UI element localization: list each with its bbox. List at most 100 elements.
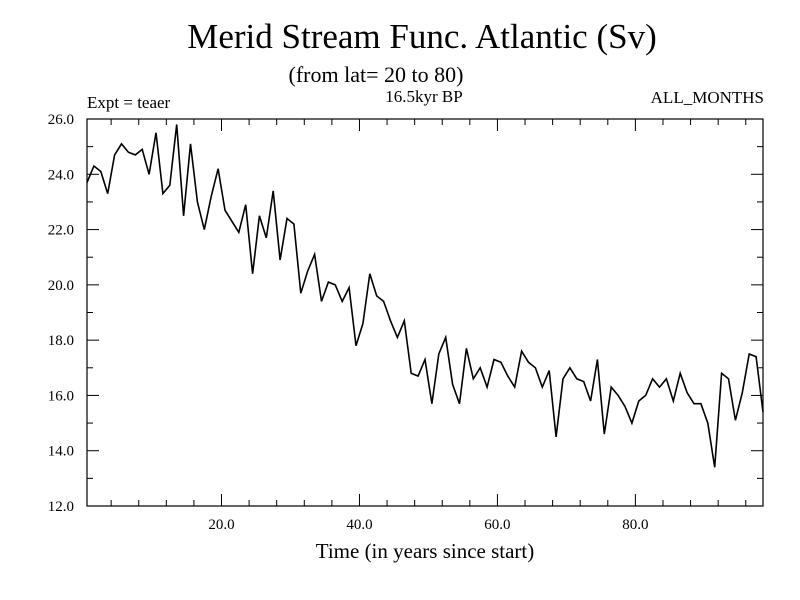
data-point: [113, 154, 115, 156]
data-point: [500, 361, 502, 363]
y-tick-label: 22.0: [48, 223, 74, 239]
period-label: 16.5kyr BP: [385, 87, 462, 106]
data-point: [107, 192, 109, 194]
data-point: [162, 192, 164, 194]
data-point: [238, 231, 240, 233]
data-point: [486, 386, 488, 388]
data-point: [658, 386, 660, 388]
data-point: [286, 217, 288, 219]
data-point: [141, 148, 143, 150]
data-point: [272, 190, 274, 192]
data-point: [569, 367, 571, 369]
data-point: [583, 380, 585, 382]
data-point: [293, 223, 295, 225]
data-point: [203, 228, 205, 230]
data-point: [155, 132, 157, 134]
data-point: [334, 284, 336, 286]
data-point: [755, 356, 757, 358]
data-point: [176, 123, 178, 125]
data-point: [355, 345, 357, 347]
y-tick-label: 26.0: [48, 112, 74, 128]
data-point: [224, 209, 226, 211]
data-point: [182, 215, 184, 217]
data-point: [100, 170, 102, 172]
data-point: [686, 392, 688, 394]
data-point: [369, 273, 371, 275]
data-point: [527, 361, 529, 363]
data-point: [548, 369, 550, 371]
data-point: [541, 386, 543, 388]
data-point: [617, 394, 619, 396]
experiment-label: Expt = teaer: [87, 93, 171, 112]
data-point: [134, 154, 136, 156]
data-point: [210, 195, 212, 197]
data-point: [507, 375, 509, 377]
data-point: [120, 143, 122, 145]
data-point: [465, 347, 467, 349]
data-point: [458, 403, 460, 405]
y-tick-label: 20.0: [48, 278, 74, 294]
data-point: [313, 253, 315, 255]
data-point: [127, 151, 129, 153]
data-point: [424, 358, 426, 360]
data-point: [562, 378, 564, 380]
data-point: [672, 400, 674, 402]
data-point: [493, 358, 495, 360]
data-point: [376, 295, 378, 297]
data-point: [431, 403, 433, 405]
data-point: [720, 372, 722, 374]
y-tick-label: 24.0: [48, 167, 74, 183]
data-point: [700, 403, 702, 405]
data-point: [251, 273, 253, 275]
data-point: [707, 422, 709, 424]
data-point: [396, 336, 398, 338]
data-point: [610, 386, 612, 388]
data-point: [196, 201, 198, 203]
data-point: [445, 336, 447, 338]
data-point: [534, 367, 536, 369]
data-point: [596, 358, 598, 360]
data-point: [576, 378, 578, 380]
data-point: [320, 300, 322, 302]
data-point: [638, 400, 640, 402]
data-point: [748, 353, 750, 355]
data-point: [410, 372, 412, 374]
data-point: [169, 184, 171, 186]
data-point: [279, 259, 281, 261]
data-point: [362, 322, 364, 324]
data-point: [665, 378, 667, 380]
data-point: [382, 300, 384, 302]
y-tick-label: 12.0: [48, 499, 74, 515]
y-tick-label: 18.0: [48, 333, 74, 349]
data-point: [93, 165, 95, 167]
data-point: [389, 320, 391, 322]
data-point: [651, 378, 653, 380]
data-point: [217, 168, 219, 170]
data-point: [438, 353, 440, 355]
x-tick-label: 20.0: [208, 517, 234, 533]
plot-frame: [86, 118, 764, 507]
data-point: [403, 320, 405, 322]
data-point: [645, 394, 647, 396]
chart-subtitle: (from lat= 20 to 80): [289, 62, 464, 87]
data-point: [258, 215, 260, 217]
data-point: [148, 173, 150, 175]
data-point: [741, 392, 743, 394]
data-point: [555, 436, 557, 438]
series-group: [86, 123, 764, 468]
data-point: [348, 286, 350, 288]
data-point: [714, 466, 716, 468]
data-point: [341, 300, 343, 302]
data-point: [479, 367, 481, 369]
x-tick-label: 80.0: [622, 517, 648, 533]
x-tick-label: 40.0: [346, 517, 372, 533]
x-tick-label: 60.0: [484, 517, 510, 533]
data-point: [327, 281, 329, 283]
data-point: [417, 375, 419, 377]
axes: 20.0 40.0 60.0 80.0 12.0 14.0 16.0 18.0 20.0 22.0…: [48, 112, 763, 533]
x-axis-label: Time (in years since start): [316, 539, 535, 563]
y-tick-label: 16.0: [48, 388, 74, 404]
data-point: [231, 220, 233, 222]
y-tick-label: 14.0: [48, 444, 74, 460]
